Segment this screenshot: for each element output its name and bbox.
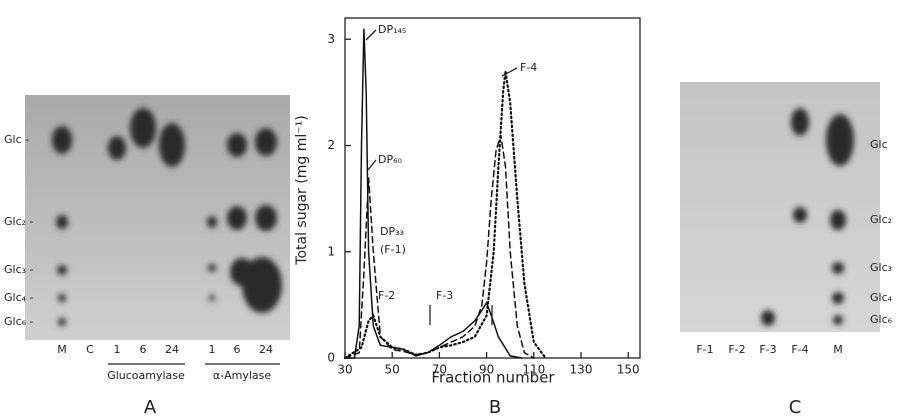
x-tick-label: 50 — [385, 363, 400, 377]
lane-label: F-2 — [728, 343, 745, 356]
plate-c — [680, 82, 880, 332]
lane-label: 24 — [259, 343, 273, 356]
lane-label: 6 — [234, 343, 241, 356]
x-tick-label: 110 — [522, 363, 545, 377]
x-tick-label: 130 — [570, 363, 593, 377]
y-tick-label: 3 — [327, 32, 335, 46]
x-tick-label: 30 — [337, 363, 352, 377]
spot-label: Glc₄ - — [4, 291, 34, 304]
x-axis-label: Fraction number — [431, 369, 555, 387]
annotation-arrow — [365, 29, 377, 41]
annotation: F-3 — [436, 289, 453, 302]
annotation-arrow — [501, 67, 518, 77]
spot-label: Glc - — [4, 133, 29, 146]
annotation: DP₁₄₅ — [378, 23, 406, 36]
x-tick-label: 70 — [432, 363, 447, 377]
spot-label: Glc₄ — [870, 291, 893, 304]
annotation-arrow — [367, 159, 377, 171]
spot-label: Glc₂ - — [4, 215, 34, 228]
data-line — [343, 70, 547, 360]
annotation: (F-1) — [380, 243, 406, 256]
spot-label: Glc₃ — [870, 261, 892, 274]
spot-label: Glc₆ — [870, 313, 893, 326]
annotation: F-4 — [520, 61, 537, 74]
lane-label: F-4 — [791, 343, 808, 356]
annotation: DP₃₃ — [380, 225, 404, 238]
plate-a — [25, 95, 290, 365]
lane-label: 6 — [140, 343, 147, 356]
panel-letter: B — [489, 397, 501, 418]
lane-label: 1 — [209, 343, 216, 356]
annotation: F-2 — [378, 289, 395, 302]
spot-label: Glc — [870, 138, 888, 151]
y-axis-label: Total sugar (mg ml⁻¹) — [294, 115, 310, 265]
spot-label: Glc₃ - — [4, 263, 34, 276]
group-label: Glucoamylase — [107, 369, 185, 382]
y-tick-label: 1 — [327, 244, 335, 258]
lane-label: M — [833, 343, 843, 356]
group-label: α-Amylase — [213, 369, 271, 382]
panel-letter: A — [144, 397, 157, 418]
plot-frame — [344, 17, 641, 359]
lane-label: 24 — [165, 343, 179, 356]
lane-label: F-3 — [759, 343, 776, 356]
y-tick-label: 2 — [327, 138, 335, 152]
data-line — [344, 134, 535, 359]
annotation: DP₆₀ — [378, 153, 403, 166]
lane-label: C — [86, 343, 94, 356]
panel-letter: C — [789, 397, 802, 418]
lane-label: M — [57, 343, 67, 356]
x-tick-label: 150 — [617, 363, 640, 377]
spot-label: Glc₂ — [870, 213, 892, 226]
y-tick-label: 0 — [327, 351, 335, 365]
x-tick-label: 90 — [479, 363, 494, 377]
lane-label: 1 — [114, 343, 121, 356]
spot-label: Glc₆ - — [4, 315, 34, 328]
lane-label: F-1 — [696, 343, 713, 356]
data-line — [344, 28, 523, 359]
